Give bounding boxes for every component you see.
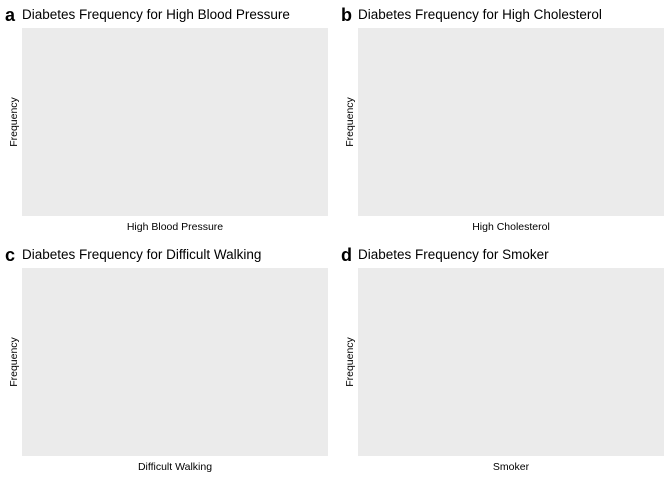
- panel-letter: d: [341, 245, 352, 265]
- x-axis-label: Smoker: [492, 461, 530, 473]
- chart-title: Diabetes Frequency for Smoker: [358, 247, 549, 262]
- chart-title: Diabetes Frequency for High Cholesterol: [358, 7, 602, 22]
- plot-area: [358, 268, 664, 456]
- y-axis-label: Frequency: [8, 337, 20, 387]
- chart-title: Diabetes Frequency for Difficult Walking: [22, 247, 262, 262]
- chart-panel-d: d Diabetes Frequency for Smoker Frequenc…: [336, 240, 672, 480]
- x-axis-label: High Cholesterol: [472, 221, 550, 233]
- plot-area: [22, 28, 328, 216]
- y-axis-label: Frequency: [8, 97, 20, 147]
- plot-area: [22, 268, 328, 456]
- x-axis-label: High Blood Pressure: [126, 221, 224, 233]
- chart-title: Diabetes Frequency for High Blood Pressu…: [22, 7, 290, 22]
- panel-letter: c: [5, 245, 16, 265]
- x-axis-label: Difficult Walking: [137, 461, 213, 473]
- y-axis-label: Frequency: [344, 97, 356, 147]
- panel-letter: b: [341, 5, 352, 25]
- y-axis-label: Frequency: [344, 337, 356, 387]
- plot-area: [358, 28, 664, 216]
- chart-panel-c: c Diabetes Frequency for Difficult Walki…: [0, 240, 336, 480]
- chart-panel-b: b Diabetes Frequency for High Cholestero…: [336, 0, 672, 240]
- panel-letter: a: [5, 5, 16, 25]
- chart-panel-a: a Diabetes Frequency for High Blood Pres…: [0, 0, 336, 240]
